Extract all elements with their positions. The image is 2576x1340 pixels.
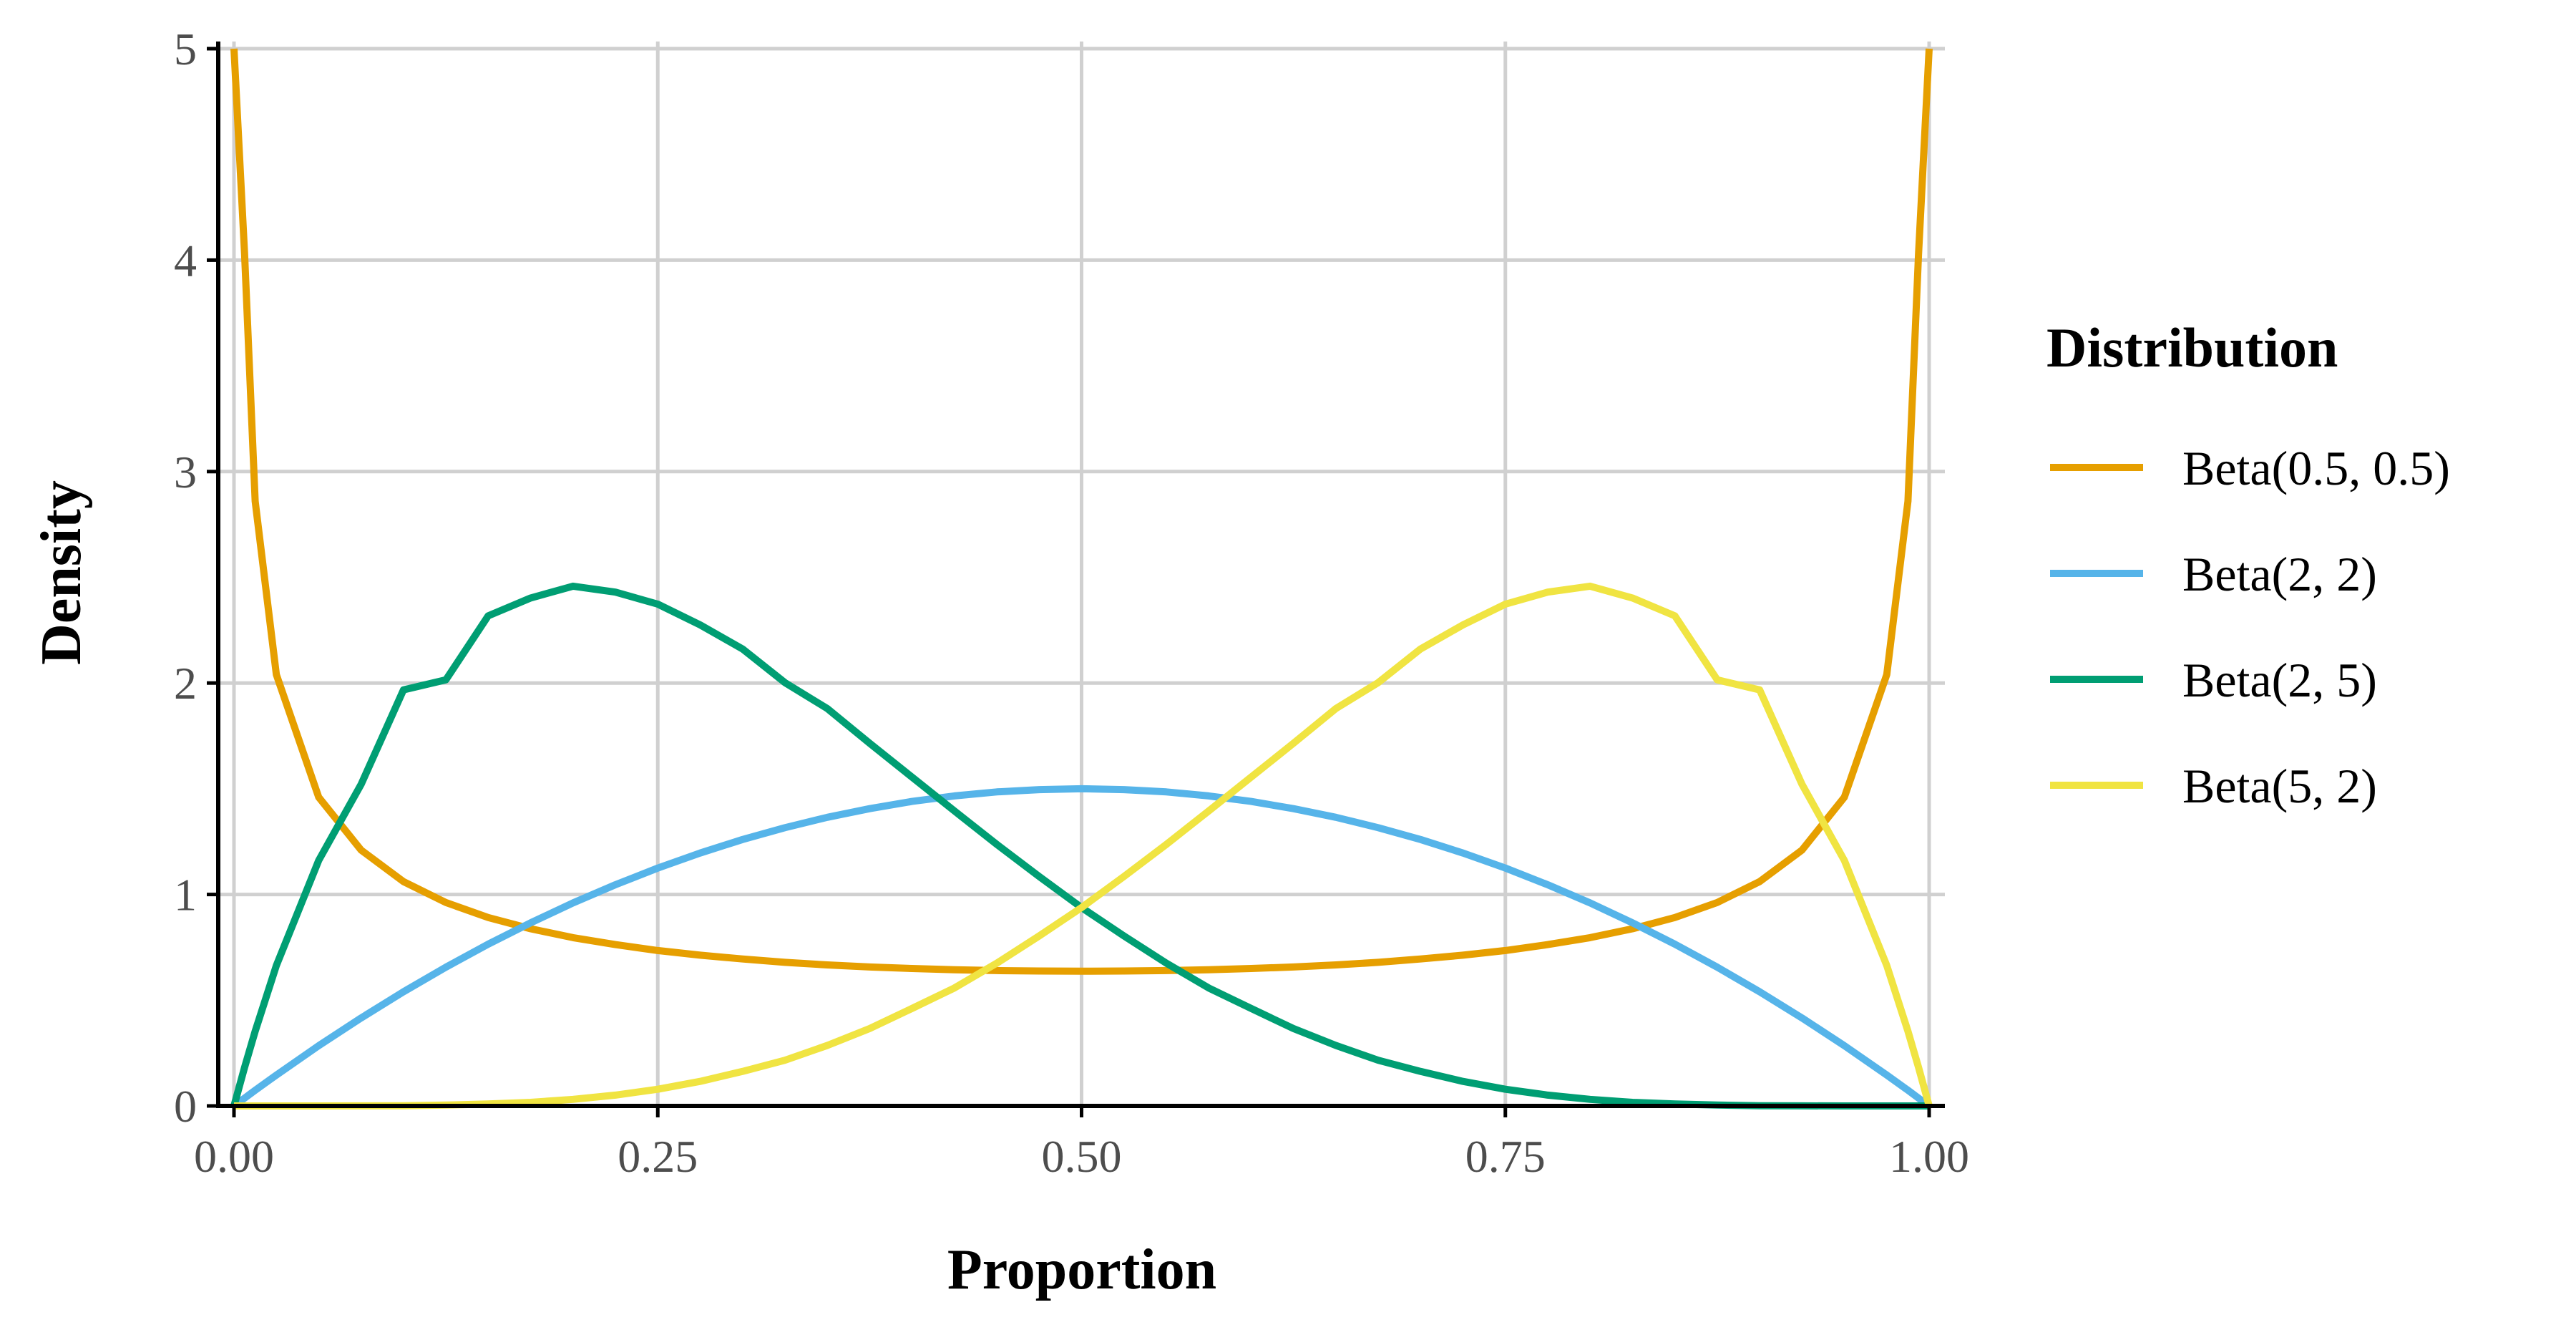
legend-item: Beta(5, 2): [2050, 759, 2377, 813]
tick-labels: 0.00 0.25 0.50 0.75 1.00 0 1 2 3 4 5: [174, 24, 1969, 1182]
legend-item: Beta(2, 2): [2050, 547, 2377, 601]
x-axis-title: Proportion: [947, 1238, 1216, 1301]
y-tick-label: 5: [174, 24, 197, 74]
x-tick-label: 0.00: [194, 1131, 274, 1182]
y-axis-title: Density: [30, 480, 93, 665]
y-tick-label: 4: [174, 235, 197, 286]
legend-item: Beta(2, 5): [2050, 653, 2377, 707]
y-tick-label: 3: [174, 447, 197, 497]
x-tick-label: 0.75: [1465, 1131, 1546, 1182]
legend-label: Beta(0.5, 0.5): [2182, 441, 2450, 495]
legend-label: Beta(2, 2): [2182, 547, 2377, 601]
legend-label: Beta(5, 2): [2182, 759, 2377, 813]
legend-title: Distribution: [2046, 316, 2338, 379]
series-line-2: [232, 785, 1931, 1110]
legend-item: Beta(0.5, 0.5): [2050, 441, 2450, 495]
y-tick-label: 1: [174, 870, 197, 921]
legend: Distribution Beta(0.5, 0.5)Beta(2, 2)Bet…: [2046, 316, 2450, 813]
y-tick-label: 0: [174, 1081, 197, 1132]
legend-items: Beta(0.5, 0.5) Beta(2, 2) Beta(2, 5) Beta(5…: [2050, 441, 2450, 813]
legend-label: Beta(2, 5): [2182, 653, 2377, 707]
y-tick-label: 2: [174, 658, 197, 709]
x-tick-label: 0.50: [1042, 1131, 1122, 1182]
series-line-1: [230, 48, 1933, 975]
axes: [207, 42, 1945, 1117]
x-tick-label: 1.00: [1889, 1131, 1969, 1182]
x-tick-label: 0.25: [618, 1131, 698, 1182]
